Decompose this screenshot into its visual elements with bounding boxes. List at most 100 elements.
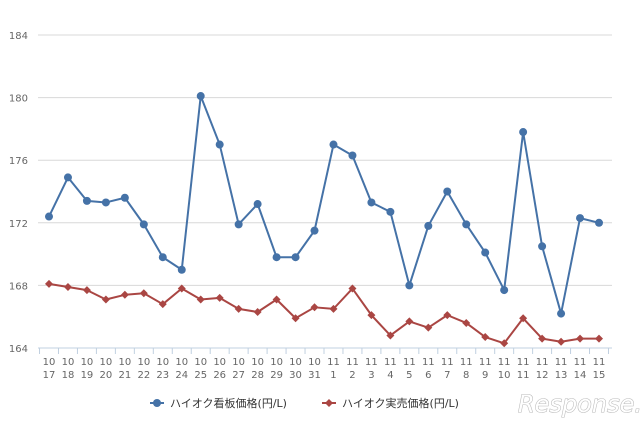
data-point xyxy=(557,309,566,318)
data-point xyxy=(595,218,603,227)
x-tick-label: 11 10 xyxy=(498,357,511,381)
x-tick-label: 10 27 xyxy=(232,357,245,381)
legend-label: ハイオク実売価格(円/L) xyxy=(342,396,459,410)
data-point xyxy=(481,248,490,257)
data-point xyxy=(595,334,603,343)
data-point xyxy=(158,253,167,262)
series-1 xyxy=(45,92,603,318)
y-tick-label: 184 xyxy=(9,31,28,42)
y-tick-label: 180 xyxy=(9,94,28,105)
series-line xyxy=(48,95,600,315)
data-point xyxy=(538,334,547,343)
y-tick-label: 168 xyxy=(9,281,28,292)
data-point xyxy=(253,200,262,209)
data-point xyxy=(367,198,376,207)
watermark-logo: Response. xyxy=(517,389,640,418)
data-point xyxy=(405,281,414,290)
data-point xyxy=(424,323,433,332)
data-point xyxy=(177,265,186,274)
x-tick-label: 11 2 xyxy=(346,357,359,381)
x-tick-label: 10 23 xyxy=(156,357,169,381)
data-point xyxy=(272,295,281,304)
x-tick-label: 11 5 xyxy=(403,357,416,381)
data-point xyxy=(291,253,300,262)
x-tick-label: 11 15 xyxy=(593,357,606,381)
data-point xyxy=(519,128,528,137)
x-axis xyxy=(38,347,612,354)
data-point xyxy=(500,339,509,348)
x-tick-label: 10 26 xyxy=(213,357,226,381)
watermark-text: Response. xyxy=(518,390,640,418)
data-point xyxy=(443,187,452,196)
data-point xyxy=(63,173,72,182)
data-point xyxy=(196,295,205,304)
x-tick-label: 11 13 xyxy=(555,357,568,381)
data-point xyxy=(348,284,357,293)
data-point xyxy=(234,304,243,313)
grid-lines xyxy=(38,34,612,286)
y-axis-ticks: 164 168 172 176 180 184 xyxy=(9,31,28,355)
x-tick-label: 10 18 xyxy=(62,357,75,381)
x-tick-label: 11 14 xyxy=(574,357,587,381)
data-point xyxy=(215,140,224,149)
legend: ハイオク看板価格(円/L) ハイオク実売価格(円/L) xyxy=(150,396,459,410)
data-point xyxy=(234,220,243,229)
data-point xyxy=(101,295,110,304)
data-point xyxy=(215,293,224,302)
x-tick-label: 11 12 xyxy=(536,357,549,381)
data-point xyxy=(291,314,300,323)
data-point xyxy=(576,214,585,223)
data-point xyxy=(120,193,129,202)
data-point xyxy=(45,212,53,221)
data-point xyxy=(101,198,110,207)
series-line xyxy=(48,282,599,345)
legend-label: ハイオク看板価格(円/L) xyxy=(170,396,287,410)
x-tick-label: 10 20 xyxy=(100,357,113,381)
x-tick-label: 11 3 xyxy=(365,357,378,381)
data-point xyxy=(45,279,53,288)
x-tick-label: 11 8 xyxy=(460,357,473,381)
data-point xyxy=(329,140,338,149)
x-tick-label: 11 1 xyxy=(327,357,340,381)
data-point xyxy=(367,311,376,320)
x-tick-label: 11 6 xyxy=(422,357,435,381)
data-point xyxy=(196,92,205,101)
x-tick-label: 10 19 xyxy=(81,357,94,381)
series-2 xyxy=(45,279,603,348)
legend-marker xyxy=(153,399,161,407)
data-point xyxy=(481,333,490,342)
x-tick-label: 11 9 xyxy=(479,357,492,381)
x-tick-label: 10 24 xyxy=(175,357,188,381)
y-tick-label: 164 xyxy=(9,344,28,355)
data-point xyxy=(310,226,319,235)
data-point xyxy=(82,196,91,205)
data-point xyxy=(329,304,338,313)
data-point xyxy=(500,286,509,295)
x-tick-label: 10 28 xyxy=(251,357,264,381)
x-tick-label: 11 4 xyxy=(384,357,397,381)
data-point xyxy=(576,334,585,343)
data-point xyxy=(462,220,471,229)
data-point xyxy=(386,331,395,340)
data-point xyxy=(462,318,471,327)
data-point xyxy=(519,314,528,323)
data-point xyxy=(120,290,129,299)
y-tick-label: 172 xyxy=(9,219,28,230)
data-point xyxy=(348,151,357,160)
x-tick-label: 10 25 xyxy=(194,357,207,381)
data-point xyxy=(557,337,566,346)
data-point xyxy=(139,220,148,229)
data-point xyxy=(272,253,281,262)
y-tick-label: 176 xyxy=(9,156,28,167)
legend-marker xyxy=(325,399,333,407)
x-tick-label: 11 7 xyxy=(441,357,454,381)
x-tick-label: 10 29 xyxy=(270,357,283,381)
data-point xyxy=(82,286,91,295)
x-tick-label: 10 30 xyxy=(289,357,302,381)
x-tick-label: 10 21 xyxy=(118,357,131,381)
x-tick-label: 11 11 xyxy=(517,357,530,381)
data-point xyxy=(443,311,452,320)
data-point xyxy=(386,207,395,216)
